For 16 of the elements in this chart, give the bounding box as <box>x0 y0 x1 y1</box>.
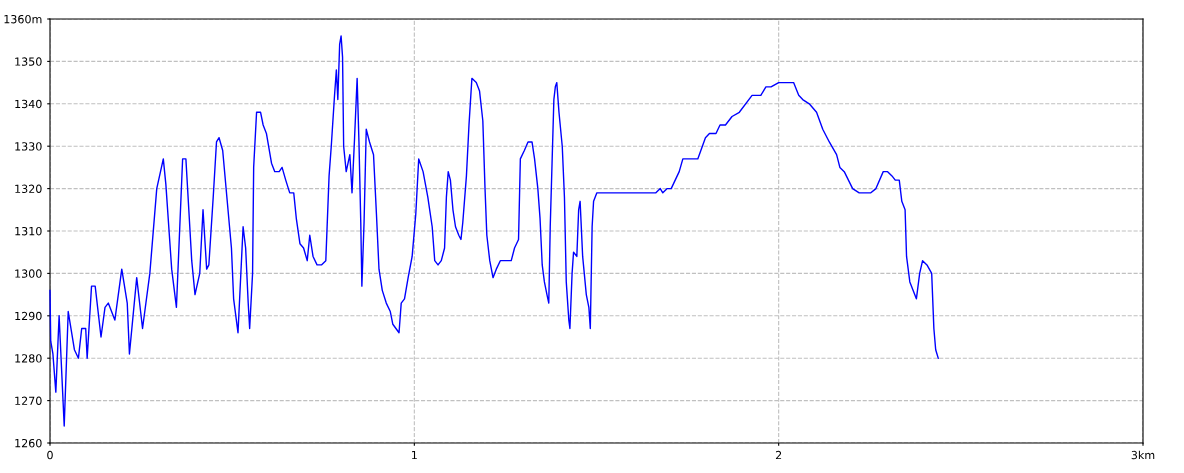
x-tick-label: 0 <box>47 450 53 460</box>
y-tick-label: 1270 <box>15 396 42 405</box>
y-tick-label: 1280 <box>15 354 42 363</box>
y-tick-label: 1340 <box>15 99 42 109</box>
y-tick-label: 1260 <box>15 438 42 448</box>
y-tick-label: 1310 <box>15 226 42 236</box>
x-tick-label: 3km <box>1131 450 1155 460</box>
line-series <box>49 35 939 427</box>
y-tick-label: 1330 <box>15 142 42 151</box>
y-tick-label: 1360m <box>4 14 42 24</box>
y-tick-label: 1350 <box>15 57 42 66</box>
y-tick-label: 1290 <box>15 311 42 321</box>
x-tick-label: 2 <box>775 450 782 460</box>
y-tick-label: 1300 <box>15 269 42 278</box>
x-tick-label: 1 <box>412 450 417 460</box>
y-tick-label: 1320 <box>15 184 42 193</box>
